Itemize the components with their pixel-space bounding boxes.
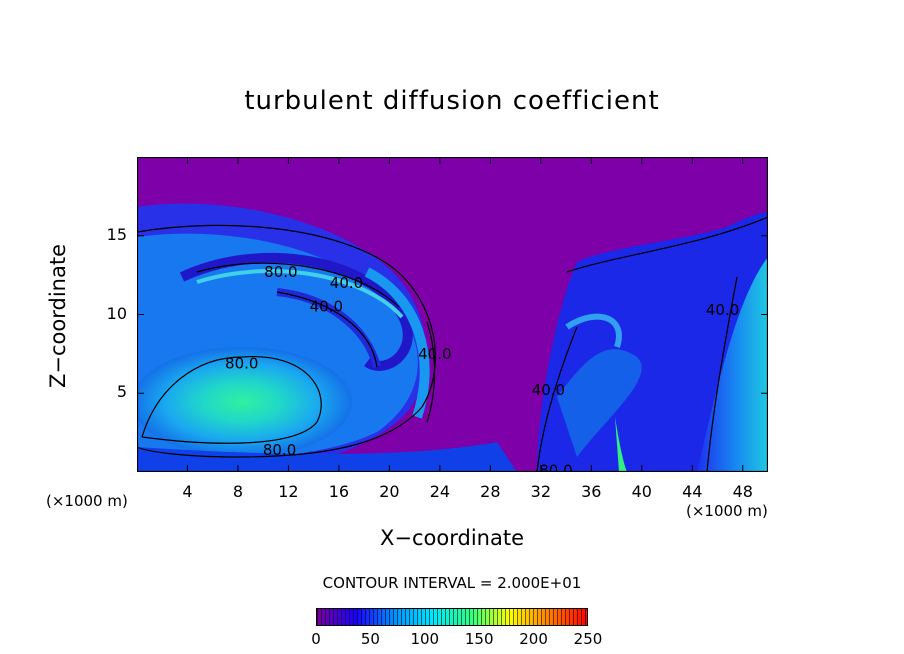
- y-tick-label-0: 5: [116, 382, 127, 402]
- x-tick-label-5: 24: [429, 482, 451, 501]
- contour-label-0: 80.0: [264, 263, 297, 281]
- left-vortex-core: [137, 347, 352, 457]
- chart-title: turbulent diffusion coefficient: [244, 86, 660, 116]
- x-tick-label-11: 48: [732, 482, 753, 501]
- x-tick-label-8: 36: [581, 482, 602, 501]
- plot-frame: [137, 157, 768, 472]
- colorbar-tick-1: 50: [360, 630, 380, 648]
- contour-label-group: 80.0 40.0 40.0 80.0 80.0 40.0 40.0 40.0 80.0: [225, 263, 739, 472]
- colorbar: [316, 608, 588, 626]
- x-tick-label-3: 16: [328, 482, 350, 501]
- contour-label-3: 80.0: [225, 354, 258, 372]
- x-tick-label-6: 28: [480, 482, 501, 501]
- colorbar-tick-3: 150: [464, 630, 494, 648]
- x-tick-label-7: 32: [530, 482, 551, 501]
- bottom-band: [137, 442, 517, 472]
- contour-label-5: 40.0: [418, 345, 451, 363]
- contour-label-2: 40.0: [310, 298, 343, 316]
- x-unit-label: (×1000 m): [686, 502, 768, 520]
- right-column: [697, 257, 768, 472]
- right-eddy-2: [565, 313, 622, 348]
- x-tick-label-10: 44: [682, 482, 703, 501]
- spiral-arm-4: [364, 267, 430, 419]
- contour-label-7: 40.0: [706, 301, 739, 319]
- x-axis-label: X−coordinate: [380, 526, 524, 550]
- contour-plot: 80.0 40.0 40.0 80.0 80.0 40.0 40.0 40.0 80.0: [137, 157, 768, 472]
- axis-tick-marks: [137, 157, 768, 472]
- contour-label-4: 80.0: [263, 441, 296, 459]
- y-tick-label-2: 15: [106, 224, 127, 244]
- y-tick-label-1: 10: [106, 303, 127, 323]
- colorbar-tick-2: 100: [410, 630, 440, 648]
- x-tick-label-4: 20: [379, 482, 400, 501]
- right-eddies: [557, 349, 642, 457]
- x-tick-label-2: 12: [278, 482, 299, 501]
- contour-label-8: 80.0: [539, 461, 572, 472]
- x-tick-label-9: 40: [631, 482, 652, 501]
- colorbar-tick-4: 200: [519, 630, 548, 648]
- colorbar-tick-0: 0: [311, 630, 321, 648]
- green-streak: [615, 417, 627, 472]
- y-axis-label: Z−coordinate: [46, 244, 70, 388]
- x-tick-label-0: 4: [182, 482, 193, 501]
- spiral-arm-2: [196, 268, 404, 319]
- x-tick-label-1: 8: [232, 482, 244, 501]
- contour-label-1: 40.0: [330, 274, 363, 292]
- contour-lines: [137, 216, 768, 472]
- contour-label-6: 40.0: [532, 381, 565, 399]
- contour-interval-text: CONTOUR INTERVAL = 2.000E+01: [322, 574, 582, 592]
- y-unit-label: (×1000 m): [46, 492, 128, 510]
- colorbar-tick-5: 250: [573, 630, 603, 648]
